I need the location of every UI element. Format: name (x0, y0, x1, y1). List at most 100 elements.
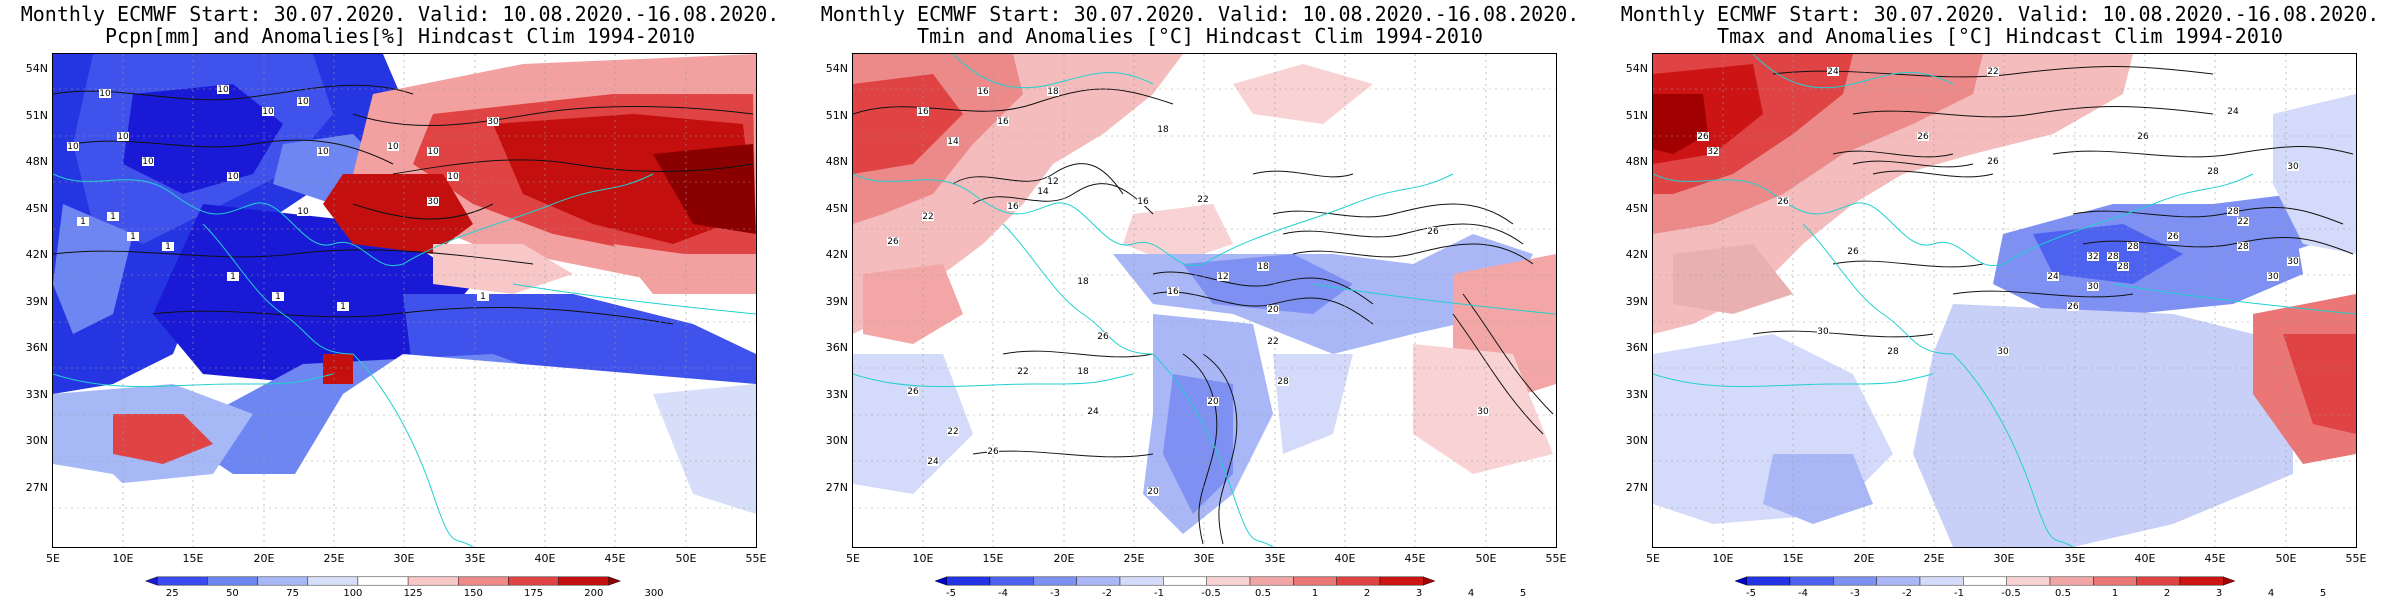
contour-label-background (1477, 407, 1489, 416)
contour-label-background (1157, 125, 1169, 134)
lat-label: 48N (25, 155, 48, 168)
contour-label-background (927, 457, 939, 466)
colorbar-tick-label: -5 (946, 588, 956, 599)
lat-label: 54N (825, 62, 848, 75)
lat-label: 54N (25, 62, 48, 75)
lon-label: 45E (1404, 552, 1426, 565)
contour-label: 24 (1087, 407, 1099, 417)
contour-label-background (2137, 132, 2149, 141)
colorbar-tick-label: 1 (2111, 588, 2119, 599)
contour-label: 1 (230, 272, 236, 282)
lon-label: 55E (745, 552, 767, 565)
colorbar-segment (1336, 576, 1381, 586)
colorbar-tick-label: 4 (1467, 588, 1475, 599)
contour-label: 16 (917, 107, 929, 117)
lon-label: 40E (534, 552, 556, 565)
lat-label: 27N (1625, 481, 1648, 494)
lon-label: 35E (464, 552, 486, 565)
colorbar-segment (1249, 576, 1294, 586)
contour-label-background (1047, 87, 1059, 96)
lon-label: 40E (1334, 552, 1356, 565)
lat-label: 48N (825, 155, 848, 168)
contour-label: 1 (480, 292, 486, 302)
contour-label-background (67, 142, 79, 151)
panel-title-line2: Pcpn[mm] and Anomalies[%] Hindcast Clim … (104, 24, 695, 48)
contour-label-background (2067, 302, 2079, 311)
contour-label-background (2237, 242, 2249, 251)
colorbar-tick-label: -5 (1746, 588, 1756, 599)
contour-label-background (1887, 347, 1899, 356)
lat-label: 30N (25, 434, 48, 447)
lon-label: 25E (1923, 552, 1945, 565)
colorbar-segment (2136, 576, 2181, 586)
contour-label-background (2237, 217, 2249, 226)
contour-label: 28 (2207, 167, 2219, 177)
colorbar-tick-label: 125 (403, 588, 423, 599)
lat-label: 51N (25, 109, 48, 122)
contour-label: 26 (1777, 197, 1789, 207)
contour-label-background (117, 132, 129, 141)
contour-label: 1 (110, 212, 116, 222)
lat-label: 51N (1625, 109, 1648, 122)
lat-label: 30N (825, 434, 848, 447)
contour-label: 26 (907, 387, 919, 397)
contour-label: 10 (67, 142, 79, 152)
contour-label-background (1257, 262, 1269, 271)
contour-label: 24 (1827, 67, 1839, 77)
panel-title-line1: Monthly ECMWF Start: 30.07.2020. Valid: … (20, 2, 780, 26)
lat-label: 33N (1625, 388, 1648, 401)
contour-label-background (1137, 197, 1149, 206)
colorbar-tick-label: -4 (998, 588, 1008, 599)
lon-label: 25E (323, 552, 345, 565)
contour-label: 1 (340, 302, 346, 312)
colorbar-segment (1033, 576, 1077, 586)
colorbar-end-high (1423, 576, 1436, 586)
lon-label: 45E (2204, 552, 2226, 565)
contour-label-background (2207, 167, 2219, 176)
lat-label: 36N (825, 341, 848, 354)
lat-label: 48N (1625, 155, 1648, 168)
colorbar-segment (1206, 576, 1251, 586)
lon-label: 45E (604, 552, 626, 565)
colorbar-segment (989, 576, 1034, 586)
precipitation-map-graphic: 10 10 10 10 10 10 10 10 10 10 10 30 30 10 10 1 1 1 1 1 1 1 1 (53, 54, 756, 547)
contour-label-background (2127, 242, 2139, 251)
contour-label: 14 (1037, 187, 1049, 197)
contour-label-background (477, 292, 489, 301)
lat-label: 36N (25, 341, 48, 354)
colorbar-end-low (144, 576, 158, 586)
colorbar-segment (2006, 576, 2051, 586)
colorbar-tick-label: 4 (2267, 588, 2275, 599)
contour-label-background (2087, 282, 2099, 291)
contour-label-background (1217, 272, 1229, 281)
colorbar-segment (307, 576, 359, 586)
colorbar-end-low (1734, 576, 1747, 586)
contour-label: 32 (2087, 252, 2098, 262)
colorbar-segment (407, 576, 459, 586)
contour-label-background (1007, 202, 1019, 211)
contour-label-background (1707, 147, 1719, 156)
lon-label: 20E (253, 552, 275, 565)
contour-label-background (387, 142, 399, 151)
contour-label: 22 (922, 212, 933, 222)
colorbar-segment (1833, 576, 1877, 586)
lon-label: 25E (1123, 552, 1145, 565)
lat-label: 27N (825, 481, 848, 494)
contour-label-background (1847, 247, 1859, 256)
tmin-colorbar (934, 576, 1436, 586)
colorbar-tick-label: 1 (1311, 588, 1319, 599)
contour-label-background (977, 87, 989, 96)
contour-label-background (2287, 257, 2299, 266)
colorbar-tick-label: 100 (343, 588, 363, 599)
lat-label: 39N (25, 295, 48, 308)
contour-label: 10 (262, 107, 274, 117)
colorbar-tick-label: 5 (2319, 588, 2327, 599)
colorbar-segment (1379, 576, 1424, 586)
contour-label: 30 (1477, 407, 1489, 417)
contour-label: 30 (1997, 347, 2009, 357)
contour-label: 32 (1707, 147, 1718, 157)
lon-label: 35E (2064, 552, 2086, 565)
contour-label-background (1207, 397, 1219, 406)
